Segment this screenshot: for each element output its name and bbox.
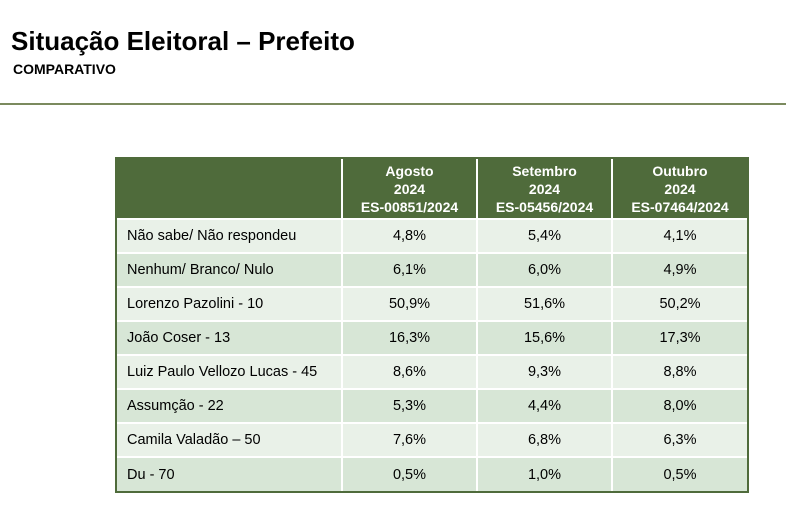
row-value: 6,8% — [476, 422, 612, 457]
header-blank-cell — [117, 159, 342, 219]
table-row: Nenhum/ Branco/ Nulo 6,1% 6,0% 4,9% — [117, 252, 747, 287]
row-value: 16,3% — [341, 320, 477, 355]
column-month: Setembro — [512, 163, 577, 179]
table-row: Du - 70 0,5% 1,0% 0,5% — [117, 456, 747, 491]
row-value: 1,0% — [476, 456, 612, 491]
column-month: Agosto — [385, 163, 434, 179]
row-value: 8,6% — [341, 354, 477, 389]
row-value: 0,5% — [611, 456, 747, 491]
row-value: 7,6% — [341, 422, 477, 457]
row-label: Não sabe/ Não respondeu — [117, 218, 342, 253]
row-label: Camila Valadão – 50 — [117, 422, 342, 457]
row-value: 8,0% — [611, 388, 747, 423]
table-row: João Coser - 13 16,3% 15,6% 17,3% — [117, 320, 747, 355]
column-code: ES-00851/2024 — [360, 199, 459, 215]
row-value: 6,1% — [341, 252, 477, 287]
table-header-row: Agosto 2024 ES-00851/2024 Setembro 2024 … — [117, 159, 747, 219]
row-value: 0,5% — [341, 456, 477, 491]
row-value: 4,8% — [341, 218, 477, 253]
column-code: ES-07464/2024 — [631, 199, 729, 215]
row-value: 17,3% — [611, 320, 747, 355]
row-label: Lorenzo Pazolini - 10 — [117, 286, 342, 321]
row-value: 15,6% — [476, 320, 612, 355]
row-value: 4,1% — [611, 218, 747, 253]
row-value: 51,6% — [476, 286, 612, 321]
column-header-agosto: Agosto 2024 ES-00851/2024 — [341, 159, 477, 219]
row-label: Assumção - 22 — [117, 388, 342, 423]
page-subtitle: COMPARATIVO — [13, 61, 116, 77]
table-row: Luiz Paulo Vellozo Lucas - 45 8,6% 9,3% … — [117, 354, 747, 389]
row-label: Nenhum/ Branco/ Nulo — [117, 252, 342, 287]
row-value: 4,4% — [476, 388, 612, 423]
column-year: 2024 — [528, 181, 561, 197]
row-value: 50,2% — [611, 286, 747, 321]
table-row: Lorenzo Pazolini - 10 50,9% 51,6% 50,2% — [117, 286, 747, 321]
column-year: 2024 — [664, 181, 696, 197]
row-value: 4,9% — [611, 252, 747, 287]
table-row: Assumção - 22 5,3% 4,4% 8,0% — [117, 388, 747, 423]
comparison-table-container: Agosto 2024 ES-00851/2024 Setembro 2024 … — [115, 157, 749, 493]
column-year: 2024 — [393, 181, 426, 197]
column-code: ES-05456/2024 — [495, 199, 594, 215]
row-value: 5,3% — [341, 388, 477, 423]
row-value: 8,8% — [611, 354, 747, 389]
header-divider — [0, 103, 786, 105]
comparison-table: Agosto 2024 ES-00851/2024 Setembro 2024 … — [117, 159, 747, 491]
column-header-setembro: Setembro 2024 ES-05456/2024 — [476, 159, 612, 219]
table-row: Não sabe/ Não respondeu 4,8% 5,4% 4,1% — [117, 218, 747, 253]
row-value: 5,4% — [476, 218, 612, 253]
column-header-outubro: Outubro 2024 ES-07464/2024 — [611, 159, 747, 219]
page-title: Situação Eleitoral – Prefeito — [11, 26, 355, 56]
row-value: 9,3% — [476, 354, 612, 389]
row-value: 6,0% — [476, 252, 612, 287]
table-row: Camila Valadão – 50 7,6% 6,8% 6,3% — [117, 422, 747, 457]
row-value: 6,3% — [611, 422, 747, 457]
row-label: Luiz Paulo Vellozo Lucas - 45 — [117, 354, 342, 389]
row-label: Du - 70 — [117, 456, 342, 491]
column-month: Outubro — [652, 163, 708, 179]
row-value: 50,9% — [341, 286, 477, 321]
row-label: João Coser - 13 — [117, 320, 342, 355]
